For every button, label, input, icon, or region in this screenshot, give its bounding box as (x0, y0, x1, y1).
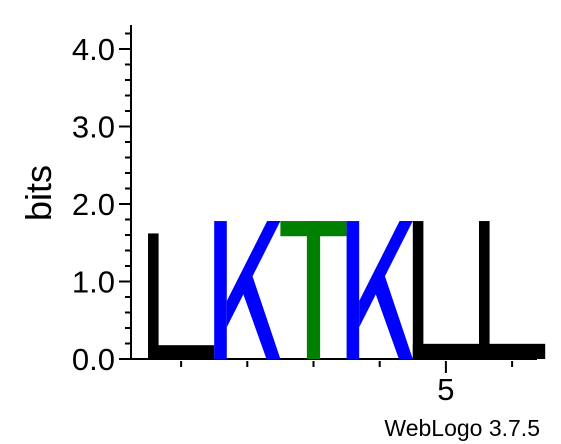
x-tick-label: 5 (437, 372, 454, 407)
y-tick-label: 2.0 (72, 187, 115, 222)
logo-letter-l (412, 221, 479, 359)
y-axis-title: bits (18, 165, 59, 221)
logo-letter-l (148, 233, 215, 359)
y-tick-label: 0.0 (72, 342, 115, 377)
weblogo-credit: WebLogo 3.7.5 (384, 415, 540, 441)
y-minor-ticks (125, 32, 131, 345)
logo-letter-k (346, 221, 413, 359)
x-minor-ticks (180, 361, 514, 373)
logo-letter-k (214, 221, 281, 359)
y-tick-label: 4.0 (72, 32, 115, 67)
y-major-ticks: 0.0 1.0 2.0 3.0 4.0 (72, 32, 131, 377)
y-tick-label: 1.0 (72, 265, 115, 300)
logo-letter-t (280, 221, 347, 359)
y-tick-label: 3.0 (72, 110, 115, 145)
logo-letter-l (479, 221, 546, 359)
logo-letters (148, 221, 546, 359)
